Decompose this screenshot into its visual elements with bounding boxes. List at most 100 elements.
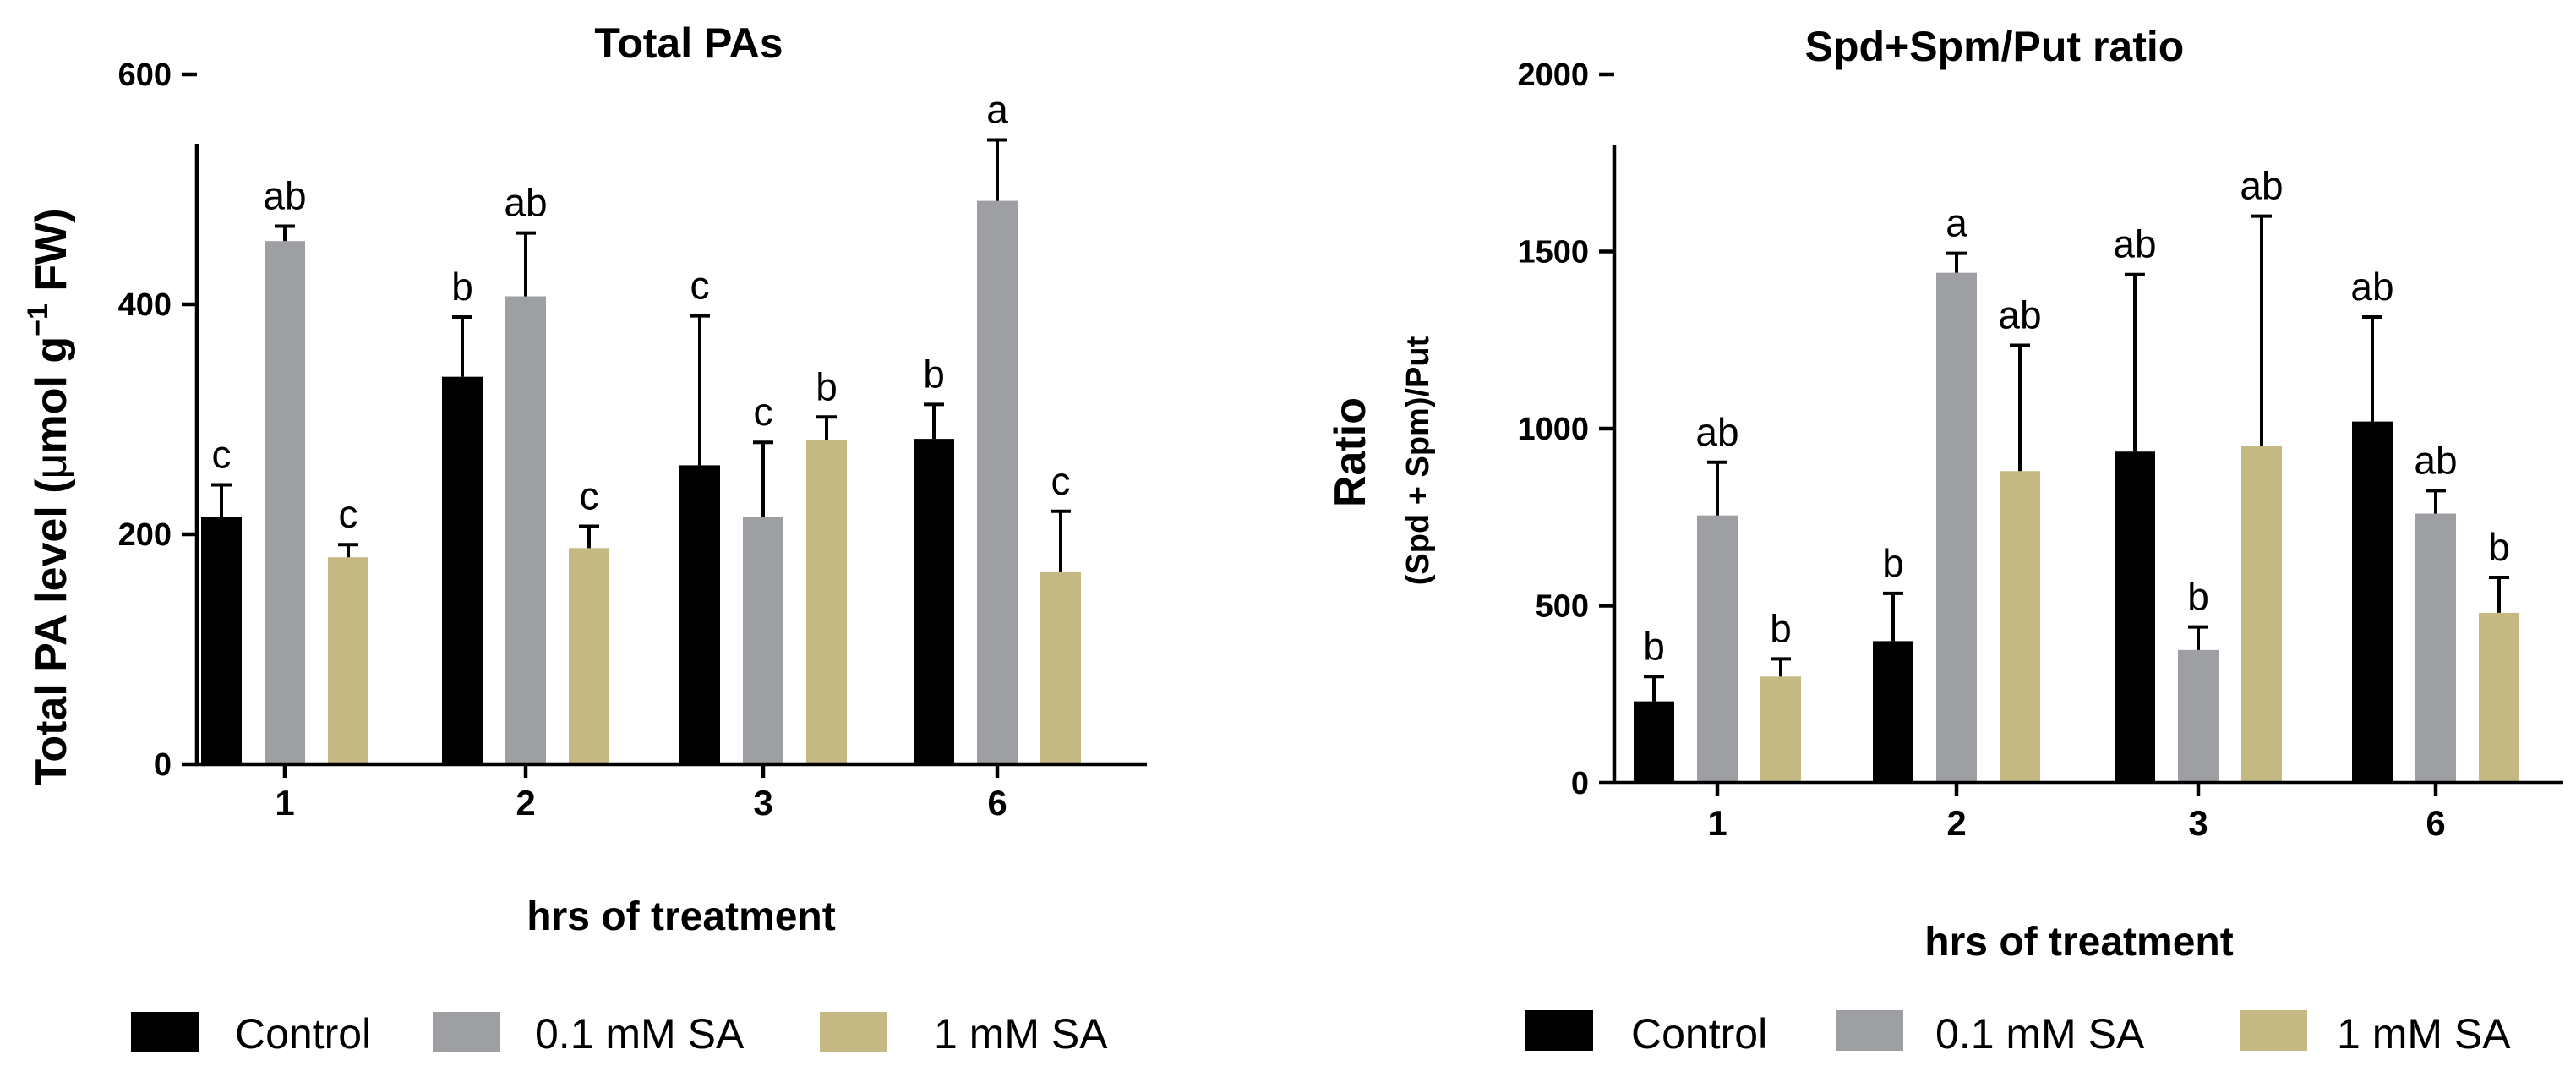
y-axis-label: Ratio [1326, 397, 1375, 507]
y-tick-label: 0 [1571, 766, 1589, 801]
bar-control-2 [1873, 641, 1913, 783]
legend-label-1mm-sa: 1 mM SA [2337, 1010, 2511, 1058]
y-tick-label: 1000 [1517, 412, 1589, 447]
significance-letter: ab [504, 181, 547, 225]
x-axis-ticks: 1 2 3 6 [275, 764, 1007, 823]
legend-swatch-0.1mm-sa [1836, 1010, 1903, 1051]
bar-control-1 [201, 517, 242, 764]
significance-letter: c [754, 390, 773, 434]
x-tick-label: 1 [1707, 803, 1727, 843]
significance-letter: ab [1695, 410, 1738, 454]
significance-letter: c [339, 492, 358, 536]
bar-1mmsa-1 [328, 557, 368, 764]
y-tick-label: 500 [1536, 589, 1589, 625]
significance-letter: b [1643, 624, 1665, 668]
bar-0.1mmsa-1 [1697, 515, 1738, 783]
x-axis-label: hrs of treatment [1924, 920, 2233, 965]
y-axis-ticks: 0 500 1000 1500 2000 [1517, 57, 1614, 801]
significance-letter: ab [2414, 438, 2457, 482]
x-tick-label: 6 [2426, 803, 2445, 843]
x-tick-label: 3 [2188, 803, 2208, 843]
bar-0.1mmsa-2 [505, 296, 546, 765]
bar-0.1mmsa-2 [1936, 272, 1977, 783]
y-tick-label: 1500 [1517, 235, 1589, 271]
bar-1mmsa-1 [1760, 676, 1801, 783]
axes [1612, 145, 2563, 785]
y-axis-label: Total PA level (μmol g−1 FW) [22, 208, 76, 785]
significance-letter: b [923, 352, 945, 396]
legend-swatch-1mm-sa [820, 1012, 887, 1052]
y-axis-label-part: mol g [27, 336, 76, 454]
legend: Control 0.1 mM SA 1 mM SA [1525, 1010, 2511, 1058]
significance-letter: b [451, 265, 473, 309]
y-axis-sublabel: (Spd + Spm)/Put [1400, 336, 1436, 585]
x-tick-label: 2 [1946, 803, 1966, 843]
significance-letter: c [690, 264, 710, 308]
y-tick-label: 200 [118, 517, 172, 553]
y-tick-label: 400 [118, 287, 172, 323]
bar-1mmsa-2 [569, 548, 609, 764]
bar-1mmsa-6 [2479, 612, 2519, 783]
bar-control-6 [914, 439, 954, 764]
y-axis-ticks: 0 200 400 600 [118, 57, 197, 783]
bar-control-1 [1634, 701, 1674, 783]
legend-label-0.1mm-sa: 0.1 mM SA [535, 1010, 745, 1058]
x-tick-label: 1 [275, 783, 294, 823]
y-tick-label: 600 [118, 57, 172, 93]
y-tick-label: 0 [154, 747, 172, 783]
significance-letter: c [212, 433, 232, 477]
bar-control-3 [679, 465, 720, 764]
bar-1mmsa-6 [1040, 571, 1081, 764]
bar-0.1mmsa-6 [977, 200, 1018, 765]
bar-1mmsa-2 [2000, 471, 2040, 783]
y-axis-label-part: FW) [27, 208, 76, 303]
y-axis-label-superscript: −1 [22, 303, 54, 336]
y-tick-label: 2000 [1517, 57, 1589, 93]
bar-1mmsa-3 [806, 440, 847, 764]
legend-label-control: Control [1631, 1010, 1767, 1058]
bar-0.1mmsa-6 [2415, 513, 2456, 783]
axes [194, 144, 1147, 767]
y-axis-label-part: μ [27, 453, 76, 478]
chart-ratio: Spd+Spm/Put ratio Ratio (Spd + Spm)/Put … [1326, 23, 2563, 1058]
legend-label-0.1mm-sa: 0.1 mM SA [1935, 1010, 2145, 1058]
significance-letter: b [1770, 606, 1792, 650]
significance-letter: ab [263, 174, 306, 218]
bar-control-6 [2352, 421, 2393, 783]
chart-title: Total PAs [594, 19, 783, 67]
significance-letter: b [2488, 525, 2510, 569]
significance-letter: ab [2113, 222, 2156, 266]
bar-control-3 [2115, 451, 2155, 783]
legend-swatch-0.1mm-sa [433, 1012, 500, 1052]
bar-1mmsa-3 [2241, 446, 2282, 783]
significance-letter: ab [2350, 265, 2393, 309]
significance-letter: b [2187, 575, 2209, 619]
y-axis-label-part: Total PA level ( [27, 478, 76, 786]
significance-letter: ab [1998, 293, 2041, 337]
x-axis-label: hrs of treatment [527, 894, 835, 939]
chart-total-pas: Total PAs Total PA level (μmol g−1 FW) 0… [22, 19, 1147, 1058]
significance-letter: b [1882, 541, 1904, 585]
x-axis-ticks: 1 2 3 6 [1707, 783, 2446, 843]
bar-control-2 [442, 376, 483, 764]
significance-letter: ab [2240, 164, 2283, 208]
legend-label-1mm-sa: 1 mM SA [934, 1010, 1108, 1058]
chart-title: Spd+Spm/Put ratio [1805, 23, 2185, 70]
significance-letter: a [986, 88, 1008, 132]
significance-letter: a [1946, 201, 1967, 245]
legend-label-control: Control [235, 1010, 371, 1058]
significance-letter: b [816, 364, 838, 408]
bar-0.1mmsa-3 [743, 517, 783, 764]
bar-0.1mmsa-1 [265, 241, 305, 764]
legend-swatch-control [131, 1012, 199, 1052]
x-tick-label: 2 [516, 783, 535, 823]
significance-letter: c [1051, 459, 1071, 503]
x-tick-label: 6 [987, 783, 1007, 823]
legend: Control 0.1 mM SA 1 mM SA [131, 1010, 1108, 1058]
legend-swatch-control [1525, 1010, 1593, 1051]
significance-letter: c [580, 473, 599, 517]
x-tick-label: 3 [753, 783, 772, 823]
